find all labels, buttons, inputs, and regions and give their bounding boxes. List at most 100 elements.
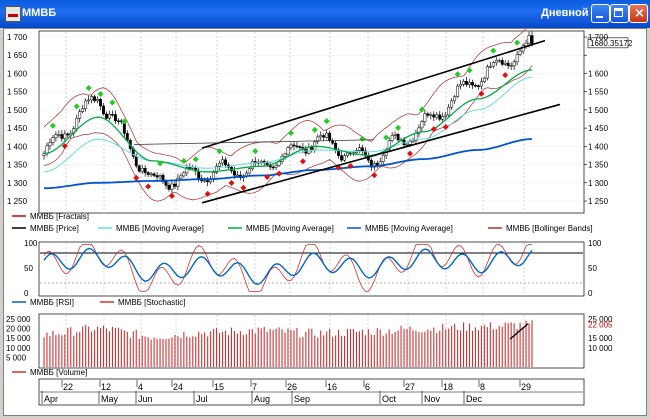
month-tick-label: Nov xyxy=(424,394,441,404)
month-tick-label: Aug xyxy=(254,394,270,404)
candle-body xyxy=(42,153,46,156)
fractal-down-marker xyxy=(204,190,211,197)
price-y-tick-right: 1 600 xyxy=(588,69,609,78)
fractal-up-marker xyxy=(395,124,402,131)
candle-body xyxy=(203,180,207,182)
candle-body xyxy=(429,114,433,117)
volume-y-tick-left: 15 000 xyxy=(6,334,31,343)
candle-body xyxy=(197,171,201,179)
fractal-down-marker xyxy=(478,90,485,97)
candle-body xyxy=(81,108,85,112)
fractal-up-marker xyxy=(383,134,390,141)
month-tick-label: Sep xyxy=(294,394,310,404)
fractal-down-marker xyxy=(299,158,306,165)
candle-body xyxy=(188,167,192,169)
candle-body xyxy=(292,144,296,147)
candle-body xyxy=(512,61,516,66)
candle-body xyxy=(134,156,138,167)
volume-y-tick-left: 5 000 xyxy=(6,353,27,362)
candle-body xyxy=(363,150,367,157)
candle-body xyxy=(96,99,100,102)
candle-body xyxy=(530,35,534,45)
day-tick-label: 26 xyxy=(287,382,297,392)
month-tick-label: Jul xyxy=(196,394,208,404)
candle-body xyxy=(57,134,61,136)
candle-body xyxy=(146,172,150,175)
candle-body xyxy=(48,142,52,147)
fractal-down-marker xyxy=(407,150,413,157)
candle-body xyxy=(503,62,507,65)
fractal-up-marker xyxy=(323,118,330,125)
candle-body xyxy=(250,161,254,169)
candle-body xyxy=(524,42,528,47)
volume-bars xyxy=(43,320,533,367)
candle-body xyxy=(328,132,332,141)
current-price-value: 1680.35172 xyxy=(590,39,633,48)
moving-average-line-3 xyxy=(44,138,533,190)
fractal-up-marker xyxy=(97,90,104,97)
candle-body xyxy=(140,167,144,172)
osc-y-tick-left: 0 xyxy=(24,289,29,298)
candle-body xyxy=(75,118,79,129)
candle-body xyxy=(462,80,466,85)
day-tick-label: 15 xyxy=(214,382,224,392)
fractal-up-marker xyxy=(490,47,497,54)
candle-body xyxy=(447,106,451,116)
candle-body xyxy=(158,175,162,178)
day-tick-label: 8 xyxy=(480,382,485,392)
chart-app-icon xyxy=(5,6,21,22)
candle-body xyxy=(137,165,141,172)
candle-body xyxy=(102,105,105,115)
candle-body xyxy=(51,137,55,143)
candle-body xyxy=(485,66,489,79)
candle-body xyxy=(346,152,349,156)
candle-body xyxy=(274,165,278,168)
candle-body xyxy=(453,96,457,102)
candle-body xyxy=(408,141,412,145)
price-y-tick-left: 1 650 xyxy=(7,51,28,60)
fractal-down-marker xyxy=(442,123,449,130)
volume-y-tick-left: 20 000 xyxy=(6,325,31,334)
day-tick-label: 7 xyxy=(252,382,257,392)
volume-y-tick-left: 10 000 xyxy=(6,344,31,353)
price-legend-label: ММВБ [Moving Average] xyxy=(246,224,334,233)
minimize-button[interactable] xyxy=(591,4,610,23)
price-legend-label: ММВБ [Moving Average] xyxy=(365,224,453,233)
candle-body xyxy=(90,96,94,101)
chart-area[interactable]: 1680.35172 1 700 1 700 1 650 1 600 1 600 1 550… xyxy=(3,23,648,417)
candle-body xyxy=(343,155,346,161)
candle-body xyxy=(423,113,427,122)
candle-body xyxy=(271,166,275,169)
candle-body xyxy=(494,60,498,63)
candle-body xyxy=(319,135,323,138)
candle-body xyxy=(381,155,385,162)
legends: ММВБ [Fractals] ММВБ [Price] ММВБ [Moving … xyxy=(12,212,593,377)
price-y-tick-right: 1 700 xyxy=(588,33,609,42)
osc-legend-label: ММВБ [RSI] xyxy=(30,298,74,307)
candle-body xyxy=(224,159,227,166)
candle-body xyxy=(289,144,293,148)
candle-body xyxy=(316,136,320,143)
candle-body xyxy=(149,173,153,176)
timeframe-label[interactable]: Дневной xyxy=(541,7,589,19)
fractal-up-marker xyxy=(49,122,56,129)
trend-channel xyxy=(133,39,561,204)
price-y-tick-left: 1 500 xyxy=(7,106,28,115)
osc-y-tick-right: 100 xyxy=(588,239,602,248)
osc-y-tick-right: 0 xyxy=(588,289,593,298)
fractal-down-marker xyxy=(168,193,175,200)
volume-current-value: 22 005 xyxy=(588,321,613,330)
price-y-tick-left: 1 550 xyxy=(7,88,28,97)
candle-body xyxy=(235,174,239,177)
candle-body xyxy=(143,167,147,173)
maximize-button[interactable] xyxy=(610,4,629,23)
close-button[interactable]: × xyxy=(629,4,648,23)
candle-body xyxy=(206,180,210,183)
candle-body xyxy=(390,135,394,141)
candle-body xyxy=(295,145,299,148)
fractal-up-marker xyxy=(157,160,164,167)
price-y-tick-left: 1 300 xyxy=(7,179,28,188)
candle-body xyxy=(474,84,477,87)
month-tick-label: Dec xyxy=(466,394,483,404)
